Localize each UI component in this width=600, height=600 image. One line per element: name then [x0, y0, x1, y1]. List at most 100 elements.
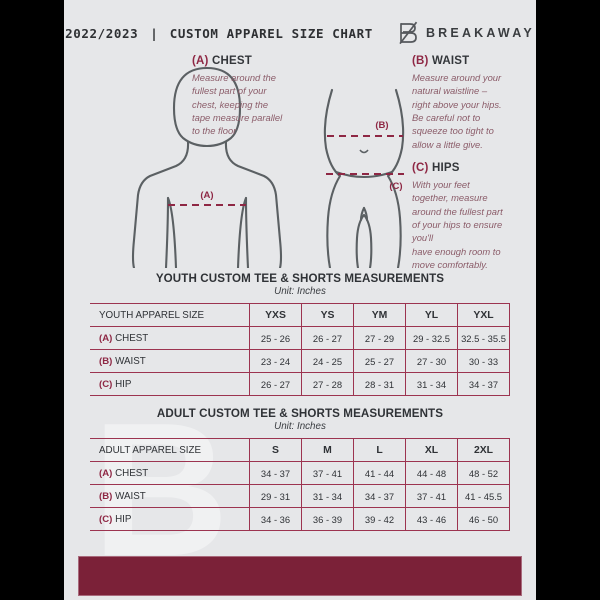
page-title: CUSTOM APPAREL SIZE CHART	[169, 25, 373, 41]
youth-row-label-hip: (C) HIP	[90, 372, 250, 396]
youth-size-col-3: YL	[405, 303, 458, 327]
youth-size-col-0: YXS	[249, 303, 302, 327]
adult-size-col-4: 2XL	[457, 438, 510, 462]
adult-chest-s: 34 - 37	[249, 461, 302, 485]
youth-waist-name: WAIST	[115, 355, 146, 367]
header-separator: |	[150, 25, 158, 41]
adult-waist-m: 31 - 34	[301, 484, 354, 508]
adult-chest-2xl: 48 - 52	[457, 461, 510, 485]
callout-hips: (C) HIPS With your feet together, measur…	[412, 162, 530, 271]
season-label: 2022/2023	[65, 25, 139, 41]
adult-hip-2xl: 46 - 50	[457, 507, 510, 531]
youth-chest-name: CHEST	[115, 332, 149, 344]
callout-waist-body: Measure around your natural waistline – …	[412, 72, 502, 150]
adult-size-col-3: XL	[405, 438, 458, 462]
table-row: (C) HIP 26 - 27 27 - 28 28 - 31 31 - 34 …	[90, 372, 510, 396]
adult-chest-l: 41 - 44	[353, 461, 406, 485]
navel-mark	[359, 149, 369, 154]
brand-logo: BREAKAWAY	[397, 20, 535, 46]
youth-size-col-1: YS	[301, 303, 354, 327]
callout-hips-name: HIPS	[431, 162, 460, 174]
callout-chest-body: Measure around the fullest part of your …	[192, 72, 283, 137]
callout-hips-heading: (C) HIPS	[412, 162, 530, 174]
youth-table-unit: Unit: Inches	[274, 286, 326, 297]
youth-waist-tag: (B)	[99, 355, 113, 367]
adult-row-label-waist: (B) WAIST	[90, 484, 250, 508]
brand-name: BREAKAWAY	[425, 26, 535, 40]
adult-size-col-0: S	[249, 438, 302, 462]
adult-waist-tag: (B)	[99, 490, 113, 502]
youth-chest-yxl: 32.5 - 35.5	[457, 326, 510, 350]
adult-table-header-row: ADULT APPAREL SIZE S M L XL 2XL	[90, 438, 510, 462]
adult-hip-s: 34 - 36	[249, 507, 302, 531]
callout-hips-tag: (C)	[412, 162, 429, 174]
callout-chest-name: CHEST	[211, 55, 252, 67]
adult-chest-m: 37 - 41	[301, 461, 354, 485]
table-row: (B) WAIST 29 - 31 31 - 34 34 - 37 37 - 4…	[90, 484, 510, 508]
youth-size-col-4: YXL	[457, 303, 510, 327]
table-row: (A) CHEST 34 - 37 37 - 41 41 - 44 44 - 4…	[90, 461, 510, 485]
table-row: (B) WAIST 23 - 24 24 - 25 25 - 27 27 - 3…	[90, 349, 510, 373]
hip-marker-label: (C)	[389, 181, 402, 192]
callout-chest: (A) CHEST Measure around the fullest par…	[192, 55, 312, 138]
adult-waist-2xl: 41 - 45.5	[457, 484, 510, 508]
youth-size-table: YOUTH APPAREL SIZE YXS YS YM YL YXL (A) …	[90, 303, 510, 396]
youth-hip-name: HIP	[115, 378, 132, 390]
adult-hip-name: HIP	[115, 513, 132, 525]
youth-hip-yxl: 34 - 37	[457, 372, 510, 396]
callout-chest-tag: (A)	[192, 55, 209, 67]
youth-hip-ys: 27 - 28	[301, 372, 354, 396]
chest-marker-label: (A)	[200, 190, 213, 201]
adult-hip-l: 39 - 42	[353, 507, 406, 531]
youth-hip-ym: 28 - 31	[353, 372, 406, 396]
adult-chest-xl: 44 - 48	[405, 461, 458, 485]
adult-waist-xl: 37 - 41	[405, 484, 458, 508]
adult-row-header: ADULT APPAREL SIZE	[90, 438, 250, 462]
callout-waist-name: WAIST	[431, 55, 470, 67]
adult-row-label-hip: (C) HIP	[90, 507, 250, 531]
youth-hip-tag: (C)	[99, 378, 113, 390]
callout-waist-heading: (B) WAIST	[412, 55, 530, 67]
youth-chest-yxs: 25 - 26	[249, 326, 302, 350]
adult-waist-name: WAIST	[115, 490, 146, 502]
waist-marker-label: (B)	[375, 120, 388, 131]
measurement-illustrations: (A)	[64, 50, 536, 271]
size-chart-page: B 2022/2023 | CUSTOM APPAREL SIZE CHART …	[64, 0, 536, 600]
breakaway-b-monogram-icon	[399, 21, 418, 45]
table-row: (C) HIP 34 - 36 36 - 39 39 - 42 43 - 46 …	[90, 507, 510, 531]
youth-waist-yl: 27 - 30	[405, 349, 458, 373]
adult-size-col-1: M	[301, 438, 354, 462]
adult-waist-s: 29 - 31	[249, 484, 302, 508]
youth-chest-tag: (A)	[99, 332, 113, 344]
lower-body-figure-outline	[323, 88, 405, 268]
adult-size-col-2: L	[353, 438, 406, 462]
adult-size-table: ADULT APPAREL SIZE S M L XL 2XL (A) CHES…	[90, 438, 510, 531]
adult-table-unit: Unit: Inches	[274, 421, 326, 432]
adult-waist-l: 34 - 37	[353, 484, 406, 508]
callout-waist: (B) WAIST Measure around your natural wa…	[412, 55, 530, 151]
body-figure-diagram: (A)	[131, 66, 405, 268]
youth-row-header: YOUTH APPAREL SIZE	[90, 303, 250, 327]
table-row: (A) CHEST 25 - 26 26 - 27 27 - 29 29 - 3…	[90, 326, 510, 350]
youth-hip-yl: 31 - 34	[405, 372, 458, 396]
page-header: 2022/2023 | CUSTOM APPAREL SIZE CHART BR…	[64, 18, 536, 48]
callout-hips-body: With your feet together, measure around …	[412, 179, 503, 271]
adult-chest-tag: (A)	[99, 467, 113, 479]
youth-waist-ys: 24 - 25	[301, 349, 354, 373]
youth-chest-ys: 26 - 27	[301, 326, 354, 350]
callout-chest-heading: (A) CHEST	[192, 55, 312, 67]
adult-hip-xl: 43 - 46	[405, 507, 458, 531]
youth-row-label-chest: (A) CHEST	[90, 326, 250, 350]
adult-chest-name: CHEST	[115, 467, 149, 479]
youth-chest-yl: 29 - 32.5	[405, 326, 458, 350]
youth-size-col-2: YM	[353, 303, 406, 327]
youth-table-title: YOUTH CUSTOM TEE & SHORTS MEASUREMENTS	[155, 272, 445, 285]
adult-hip-tag: (C)	[99, 513, 113, 525]
adult-hip-m: 36 - 39	[301, 507, 354, 531]
youth-waist-yxl: 30 - 33	[457, 349, 510, 373]
adult-table-title: ADULT CUSTOM TEE & SHORTS MEASUREMENTS	[156, 407, 444, 420]
youth-size-table-block: YOUTH CUSTOM TEE & SHORTS MEASUREMENTS U…	[90, 272, 510, 396]
youth-waist-yxs: 23 - 24	[249, 349, 302, 373]
youth-table-header-row: YOUTH APPAREL SIZE YXS YS YM YL YXL	[90, 303, 510, 327]
